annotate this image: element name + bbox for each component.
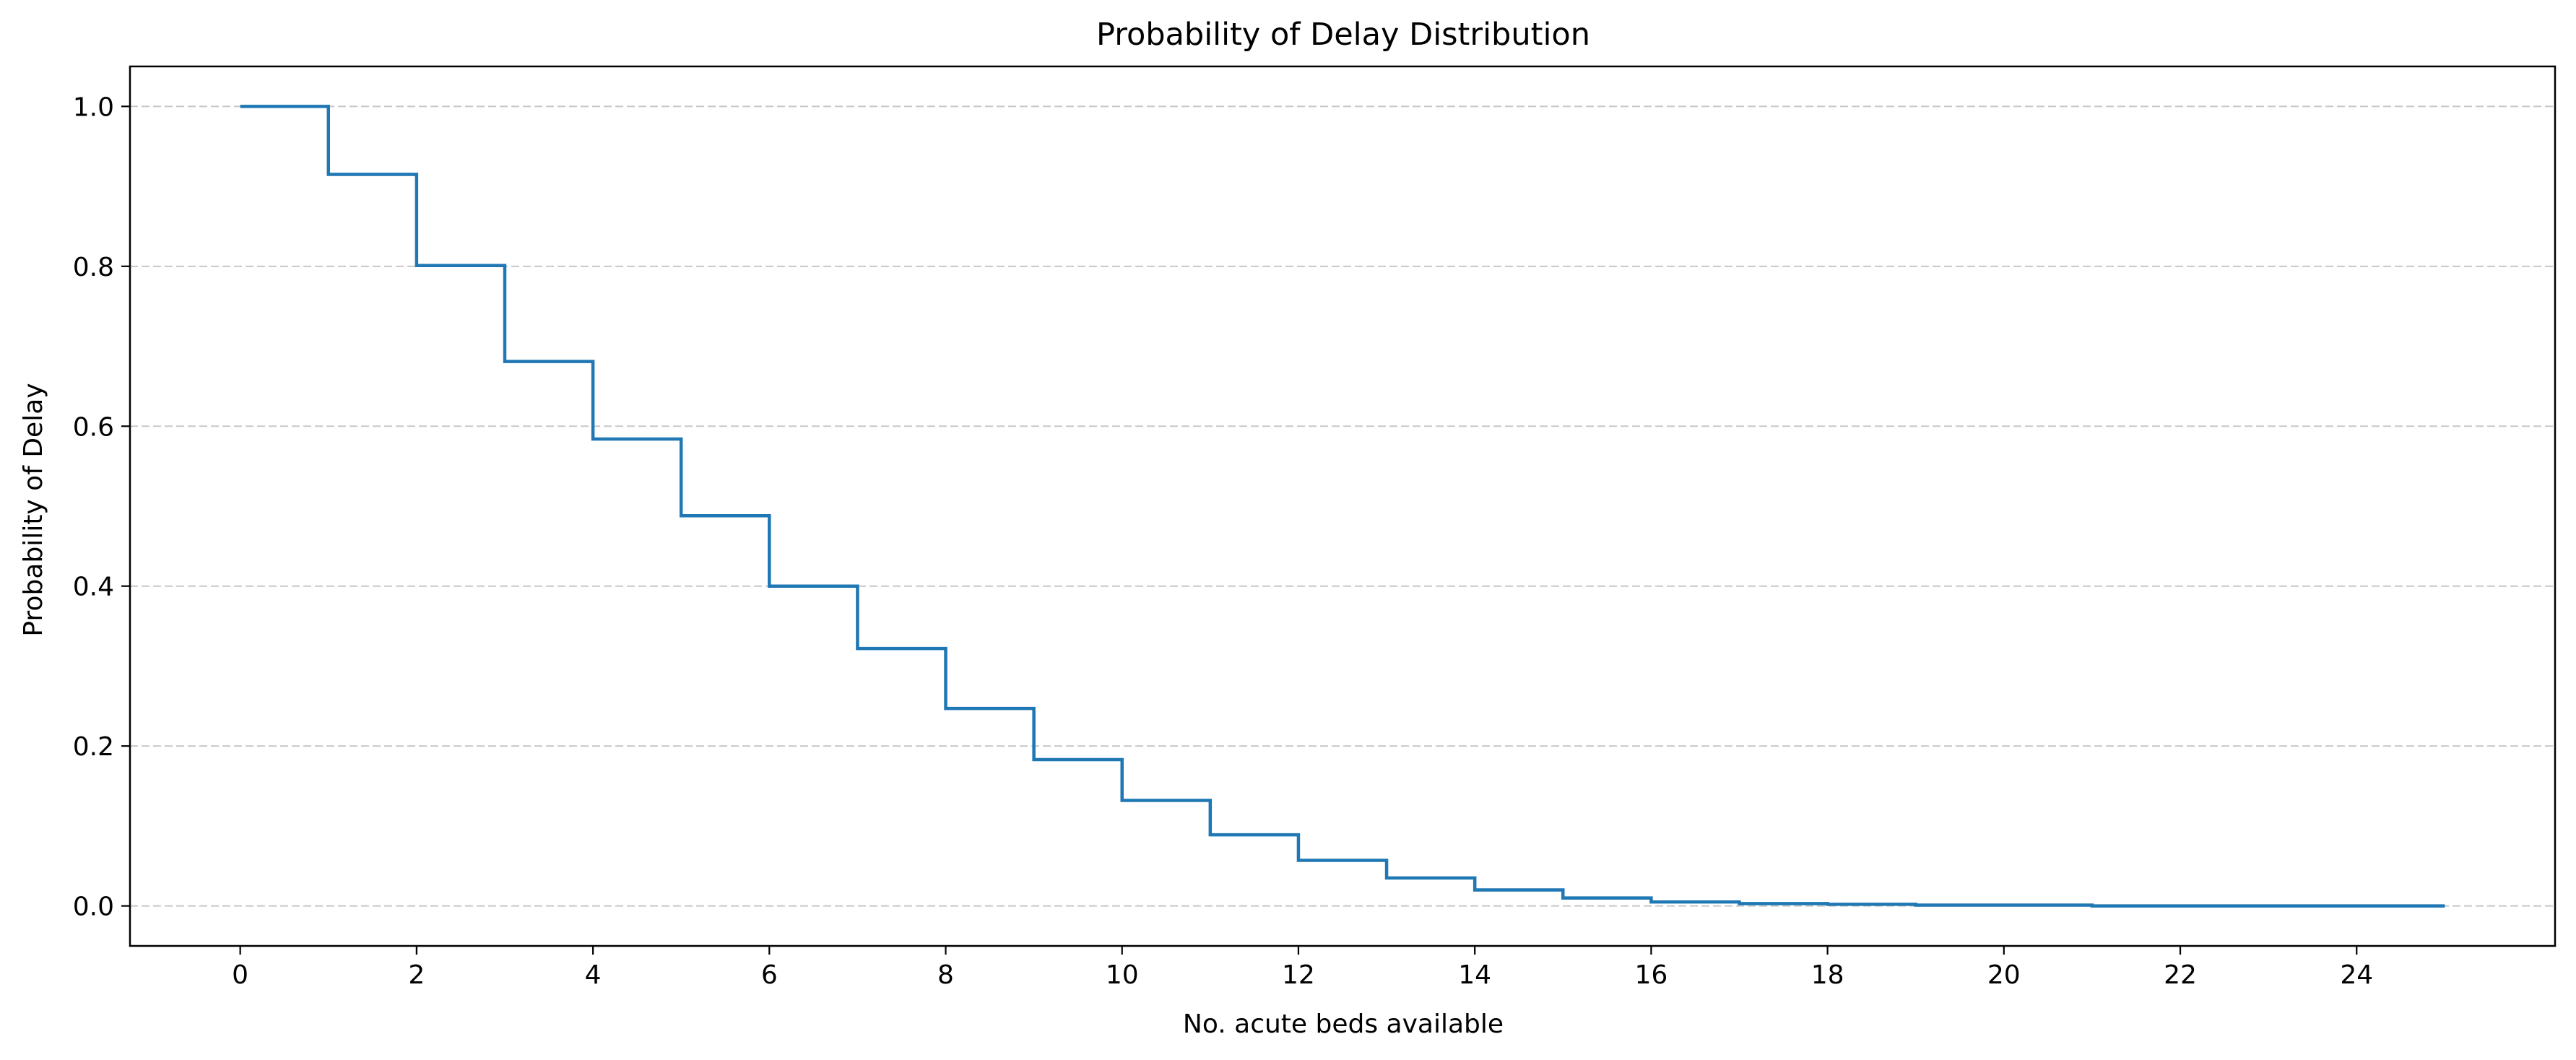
series-step-line <box>240 105 2445 908</box>
y-tick-label: 0.6 <box>73 412 114 442</box>
x-tick-label: 10 <box>1106 960 1139 990</box>
y-tick-label: 0.2 <box>73 732 114 762</box>
x-tick-label: 12 <box>1282 960 1315 990</box>
y-tick-label: 0.0 <box>73 892 114 922</box>
plot-area-frame <box>129 65 2557 947</box>
y-tick-label: 0.4 <box>73 573 114 602</box>
x-tick-label: 2 <box>408 960 425 990</box>
x-tick-label: 16 <box>1634 960 1668 990</box>
x-tick-label: 18 <box>1811 960 1844 990</box>
x-tick-label: 20 <box>1987 960 2021 990</box>
gridlines <box>130 105 2555 907</box>
x-axis-ticks: 0 2 4 6 8 10 12 14 16 18 20 22 24 <box>232 946 2373 990</box>
x-tick-label: 22 <box>2164 960 2197 990</box>
x-tick-label: 0 <box>232 960 248 990</box>
x-axis-title: No. acute beds available <box>1183 1009 1504 1039</box>
x-tick-label: 8 <box>937 960 954 990</box>
y-tick-label: 0.8 <box>73 253 114 282</box>
y-axis-title: Probability of Delay <box>19 383 48 636</box>
y-tick-label: 1.0 <box>73 92 114 122</box>
x-tick-label: 14 <box>1458 960 1491 990</box>
chart-title: Probability of Delay Distribution <box>1096 17 1590 53</box>
x-tick-label: 6 <box>761 960 778 990</box>
series-layer <box>240 105 2445 908</box>
y-axis-ticks: 0.0 0.2 0.4 0.6 0.8 1.0 <box>73 92 130 922</box>
x-tick-label: 24 <box>2340 960 2373 990</box>
x-tick-label: 4 <box>585 960 602 990</box>
